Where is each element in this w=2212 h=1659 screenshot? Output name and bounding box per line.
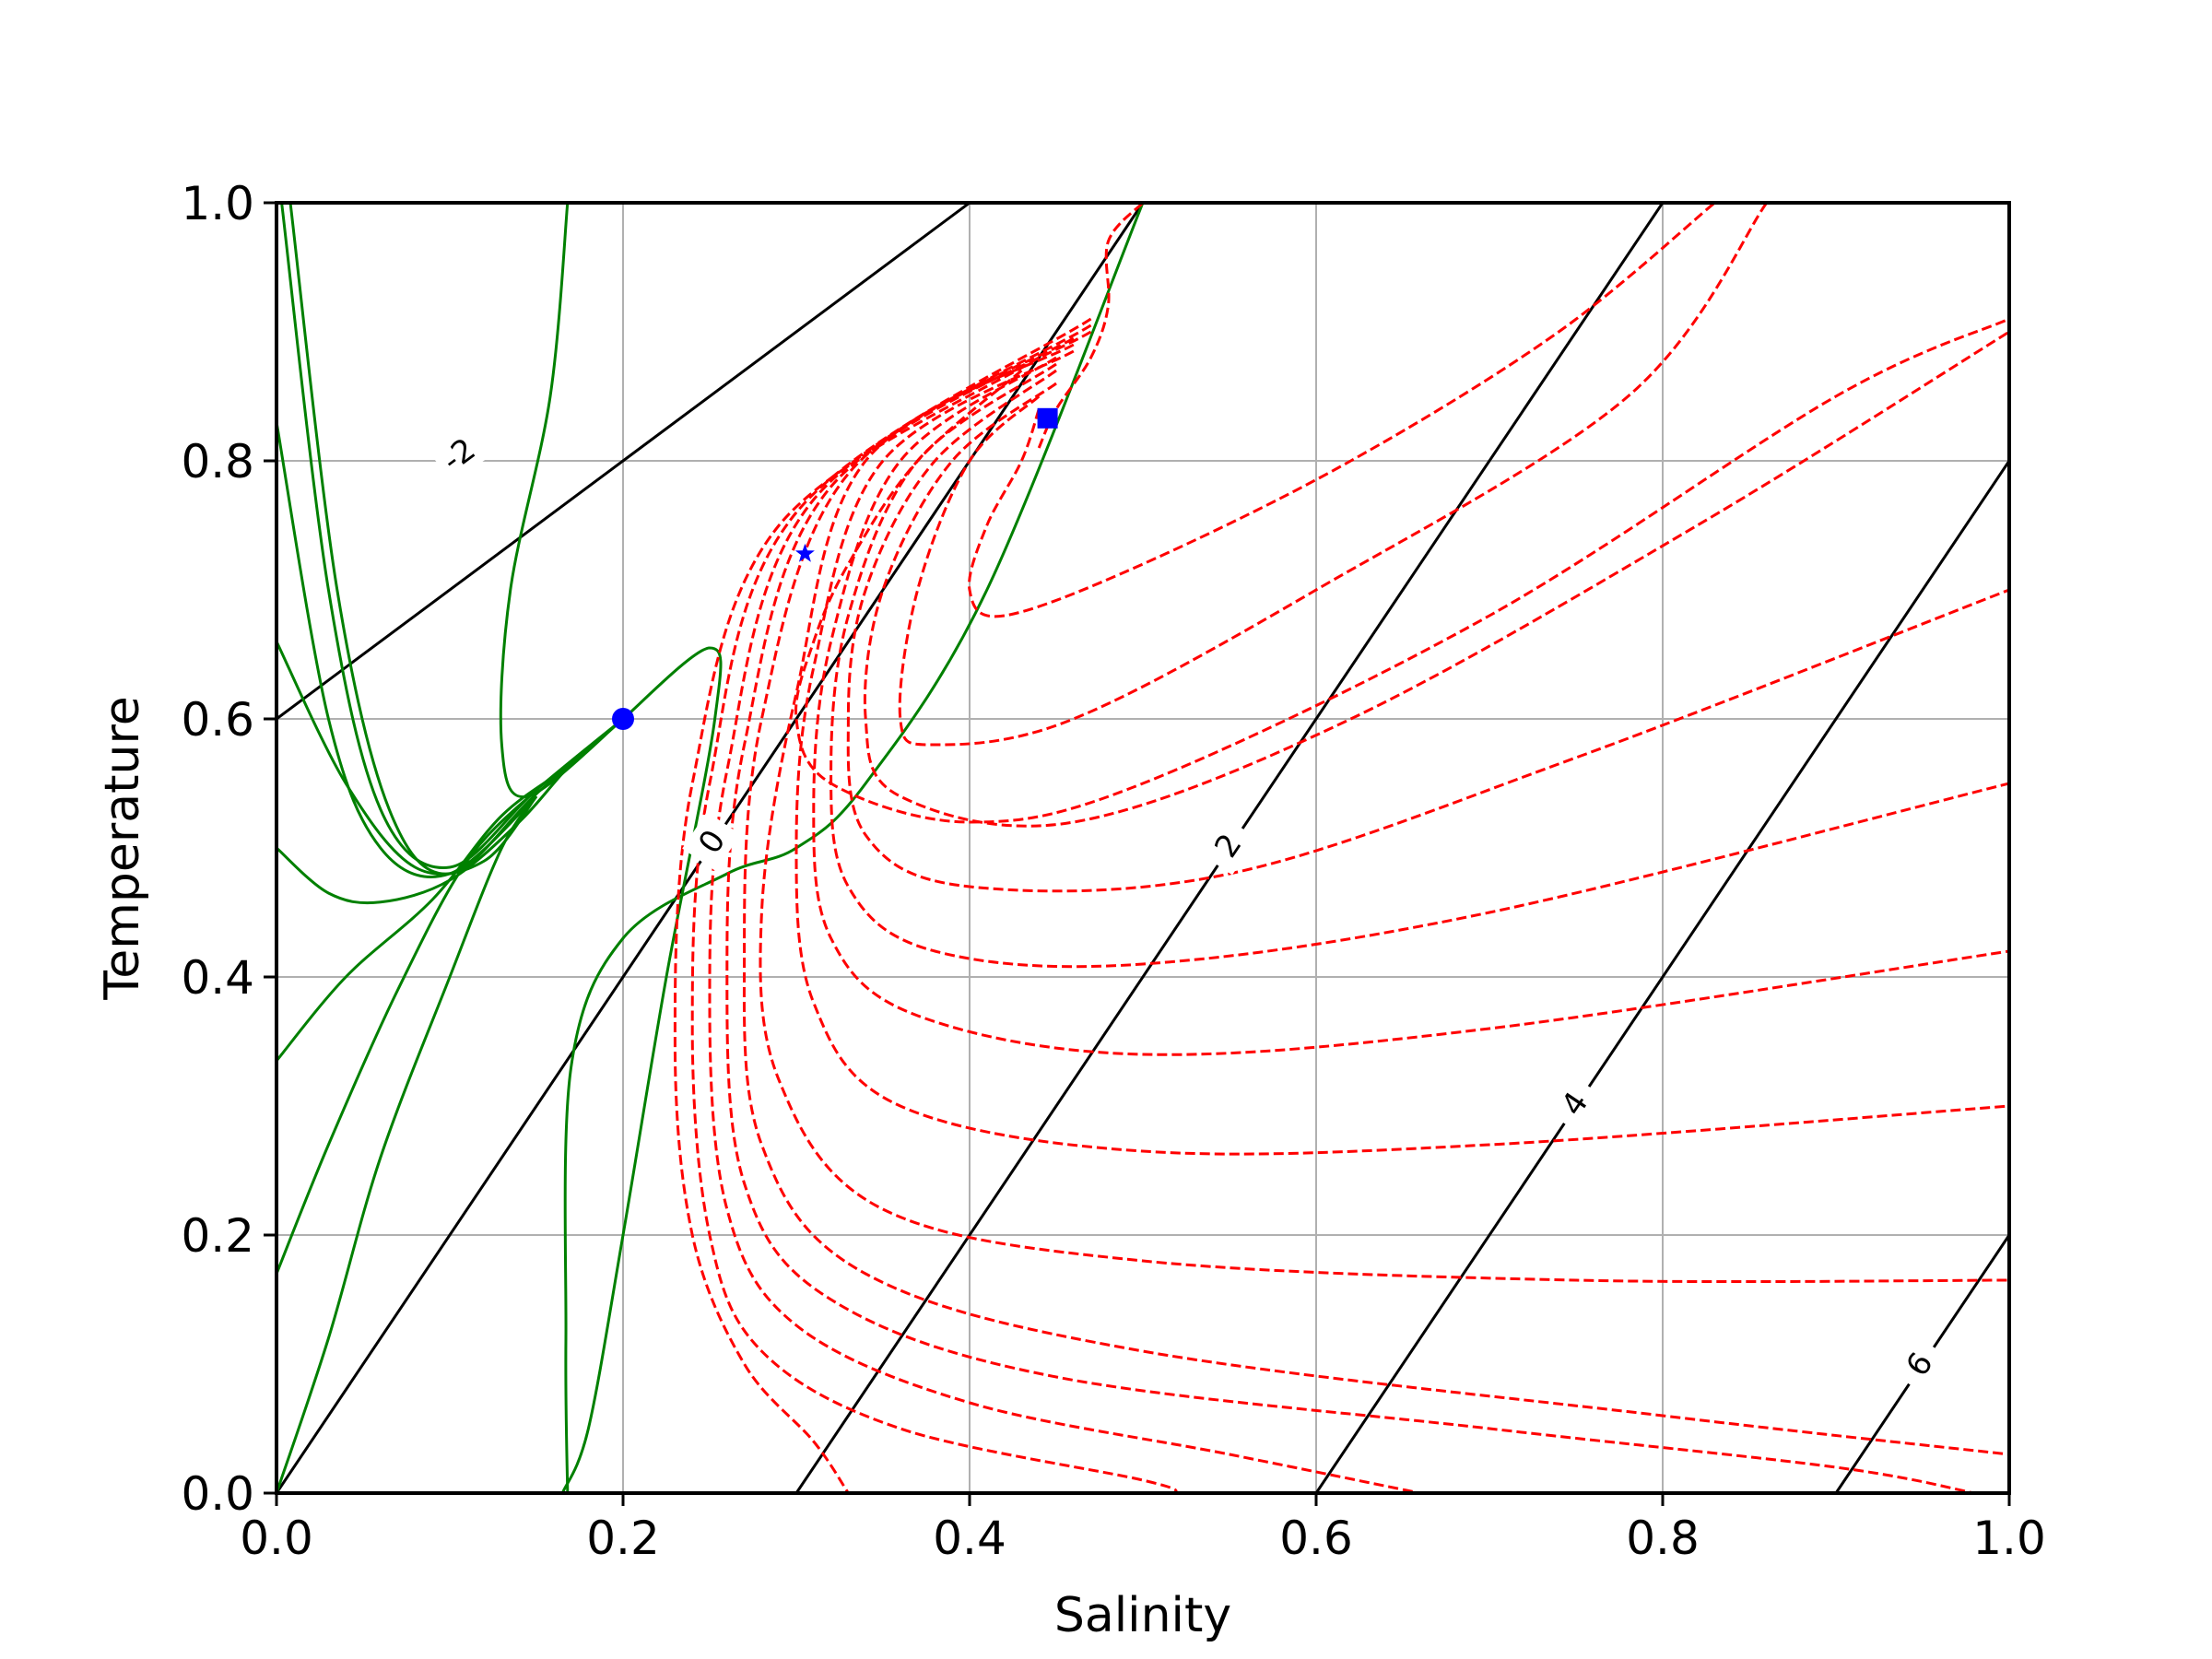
green-trajectory [276, 795, 538, 1493]
red-trajectory [742, 336, 2009, 1456]
x-tick-label: 0.6 [1279, 1512, 1353, 1565]
equilibrium-circle-marker [612, 708, 634, 730]
green-trajectory [276, 788, 538, 1275]
x-tick-label: 0.8 [1626, 1512, 1700, 1565]
red-trajectory [830, 362, 2009, 969]
x-tick-label: 0.0 [240, 1512, 313, 1565]
red-trajectory [968, 203, 1716, 618]
contour-label-gap [682, 811, 741, 872]
contour-line [1314, 460, 2009, 1493]
red-trajectory [898, 203, 1769, 747]
contour-line [276, 203, 971, 721]
contour-label-gap [1545, 1074, 1604, 1134]
markers [612, 407, 1058, 730]
red-trajectory [846, 369, 2009, 893]
red-trajectory [1037, 203, 1145, 449]
x-tick-label: 0.4 [933, 1512, 1006, 1565]
green-trajectory [276, 641, 538, 876]
ticks: 0.0 0.2 0.4 0.6 0.8 1.0 0.0 0.2 0.4 0.6 0.8 1.0 [181, 177, 2045, 1565]
green-trajectories [276, 203, 1145, 1493]
red-trajectory [794, 317, 2009, 824]
red-trajectory [708, 324, 1421, 1493]
axes-frame [275, 201, 2011, 1495]
x-tick-label: 0.2 [586, 1512, 660, 1565]
red-trajectory [725, 330, 1975, 1493]
contour-label-gap [429, 425, 488, 484]
y-tick-label: 0.8 [181, 435, 254, 488]
green-trajectory [499, 203, 624, 799]
contour-label-gap [1198, 816, 1257, 876]
y-tick-label: 1.0 [181, 177, 254, 230]
y-tick-label: 0.6 [181, 693, 254, 747]
green-trajectory [563, 203, 1145, 1493]
red-trajectory [690, 317, 1179, 1493]
red-trajectory [794, 349, 2009, 1156]
contour-label-gap [1889, 1334, 1948, 1394]
y-tick-label: 0.2 [181, 1209, 254, 1263]
red-trajectory [673, 356, 1041, 1493]
green-trajectory [276, 717, 624, 1062]
y-tick-label: 0.0 [181, 1467, 254, 1521]
red-trajectory [759, 343, 2009, 1284]
green-trajectory [276, 421, 537, 878]
red-trajectory [812, 356, 2009, 1056]
red-trajectories [673, 203, 2009, 1493]
x-tick-label: 1.0 [1972, 1512, 2046, 1565]
equilibrium-star-marker [794, 543, 815, 562]
y-tick-label: 0.4 [181, 951, 254, 1005]
y-axis-title: Temperature [95, 696, 150, 1000]
x-axis-title: Salinity [1054, 1588, 1231, 1643]
green-trajectory [560, 646, 723, 1493]
equilibrium-square-marker [1037, 407, 1058, 429]
